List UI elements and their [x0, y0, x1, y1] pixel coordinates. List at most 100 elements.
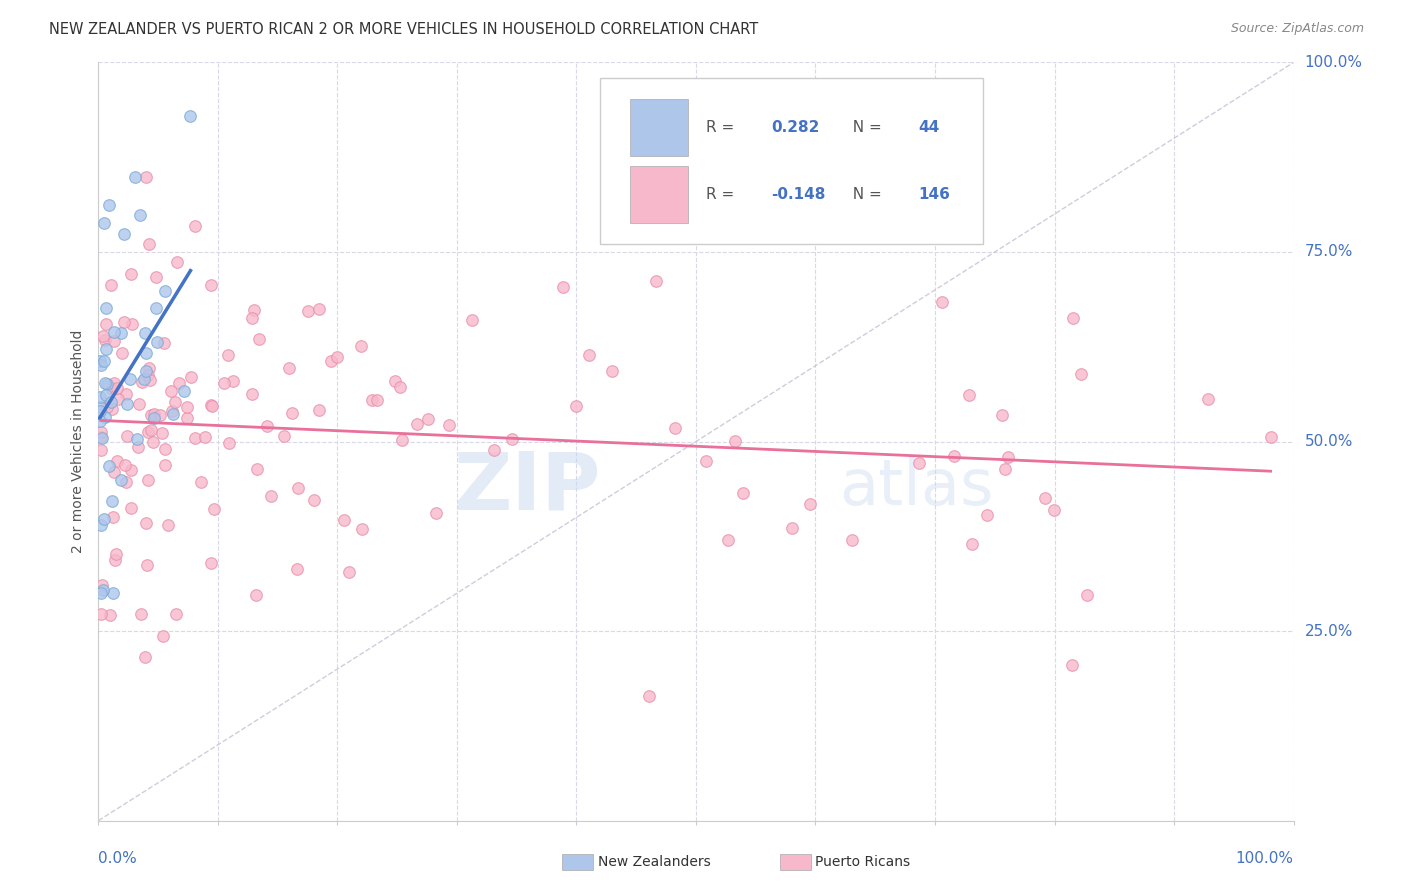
Point — [118, 372, 141, 386]
Point — [94, 301, 117, 315]
Point — [110, 326, 132, 340]
Point — [90, 586, 112, 600]
Point — [350, 339, 373, 353]
Point — [90, 578, 112, 592]
Point — [943, 449, 966, 463]
Point — [564, 400, 586, 414]
Point — [135, 169, 157, 184]
Point — [143, 407, 166, 421]
Point — [101, 586, 124, 600]
Point — [156, 518, 179, 533]
Text: NEW ZEALANDER VS PUERTO RICAN 2 OR MORE VEHICLES IN HOUSEHOLD CORRELATION CHART: NEW ZEALANDER VS PUERTO RICAN 2 OR MORE … — [49, 22, 758, 37]
Point — [105, 381, 128, 395]
Point — [134, 650, 156, 665]
Point — [89, 404, 111, 418]
Point — [134, 326, 156, 341]
Point — [90, 425, 112, 440]
Point — [98, 458, 121, 473]
Point — [93, 512, 115, 526]
Point — [100, 401, 122, 416]
Point — [1070, 367, 1092, 381]
Point — [115, 397, 138, 411]
Point — [361, 392, 384, 407]
Point — [308, 402, 330, 417]
Point — [98, 607, 121, 622]
Point — [221, 375, 243, 389]
Point — [1033, 491, 1056, 506]
Point — [194, 430, 217, 444]
Text: N =: N = — [844, 120, 887, 136]
Point — [94, 376, 117, 390]
Point — [461, 312, 484, 326]
Point — [1043, 503, 1066, 517]
Text: atlas: atlas — [839, 456, 994, 518]
Point — [664, 420, 686, 434]
Point — [101, 510, 124, 524]
Point — [94, 317, 117, 331]
Text: Source: ZipAtlas.com: Source: ZipAtlas.com — [1230, 22, 1364, 36]
Point — [149, 408, 172, 422]
Point — [110, 473, 132, 487]
Point — [129, 607, 152, 621]
Point — [240, 387, 263, 401]
Point — [319, 354, 342, 368]
Point — [125, 432, 148, 446]
Point — [96, 377, 118, 392]
Point — [1076, 588, 1098, 602]
Point — [103, 334, 125, 348]
Point — [120, 268, 142, 282]
Text: R =: R = — [706, 186, 738, 202]
Point — [146, 334, 169, 349]
Point — [115, 429, 138, 443]
Point — [135, 346, 157, 360]
Point — [105, 454, 128, 468]
Point — [285, 562, 308, 576]
Point — [136, 425, 159, 439]
Point — [281, 405, 304, 419]
Point — [214, 376, 236, 391]
Point — [391, 433, 413, 447]
Point — [180, 370, 202, 384]
Y-axis label: 2 or more Vehicles in Household: 2 or more Vehicles in Household — [72, 330, 86, 553]
Text: New Zealanders: New Zealanders — [598, 855, 710, 869]
Point — [91, 329, 114, 343]
Point — [165, 395, 187, 409]
Point — [150, 426, 173, 441]
Point — [93, 354, 115, 368]
Point — [135, 516, 157, 530]
Point — [997, 450, 1019, 464]
Point — [89, 390, 111, 404]
Point — [139, 423, 162, 437]
Point — [273, 429, 295, 443]
Point — [127, 440, 149, 454]
Point — [128, 397, 150, 411]
Point — [256, 419, 278, 434]
Point — [89, 400, 111, 414]
Point — [103, 325, 125, 339]
Point — [799, 497, 821, 511]
Point — [243, 302, 266, 317]
Point — [841, 533, 863, 547]
Text: 0.0%: 0.0% — [98, 851, 138, 866]
Point — [121, 317, 143, 331]
Point — [405, 417, 427, 432]
Point — [578, 348, 600, 362]
Text: 50.0%: 50.0% — [1305, 434, 1353, 449]
Point — [484, 443, 506, 458]
Point — [101, 382, 124, 396]
Point — [120, 463, 142, 477]
Point — [152, 335, 174, 350]
Point — [90, 430, 112, 444]
Point — [160, 384, 183, 398]
Text: 100.0%: 100.0% — [1305, 55, 1362, 70]
Text: 44: 44 — [918, 120, 939, 136]
Point — [155, 458, 177, 472]
Point — [297, 304, 319, 318]
Point — [339, 565, 361, 579]
Point — [326, 351, 349, 365]
Point — [153, 442, 176, 456]
Point — [245, 588, 267, 602]
Point — [90, 607, 112, 622]
Point — [260, 489, 283, 503]
Point — [201, 399, 224, 413]
